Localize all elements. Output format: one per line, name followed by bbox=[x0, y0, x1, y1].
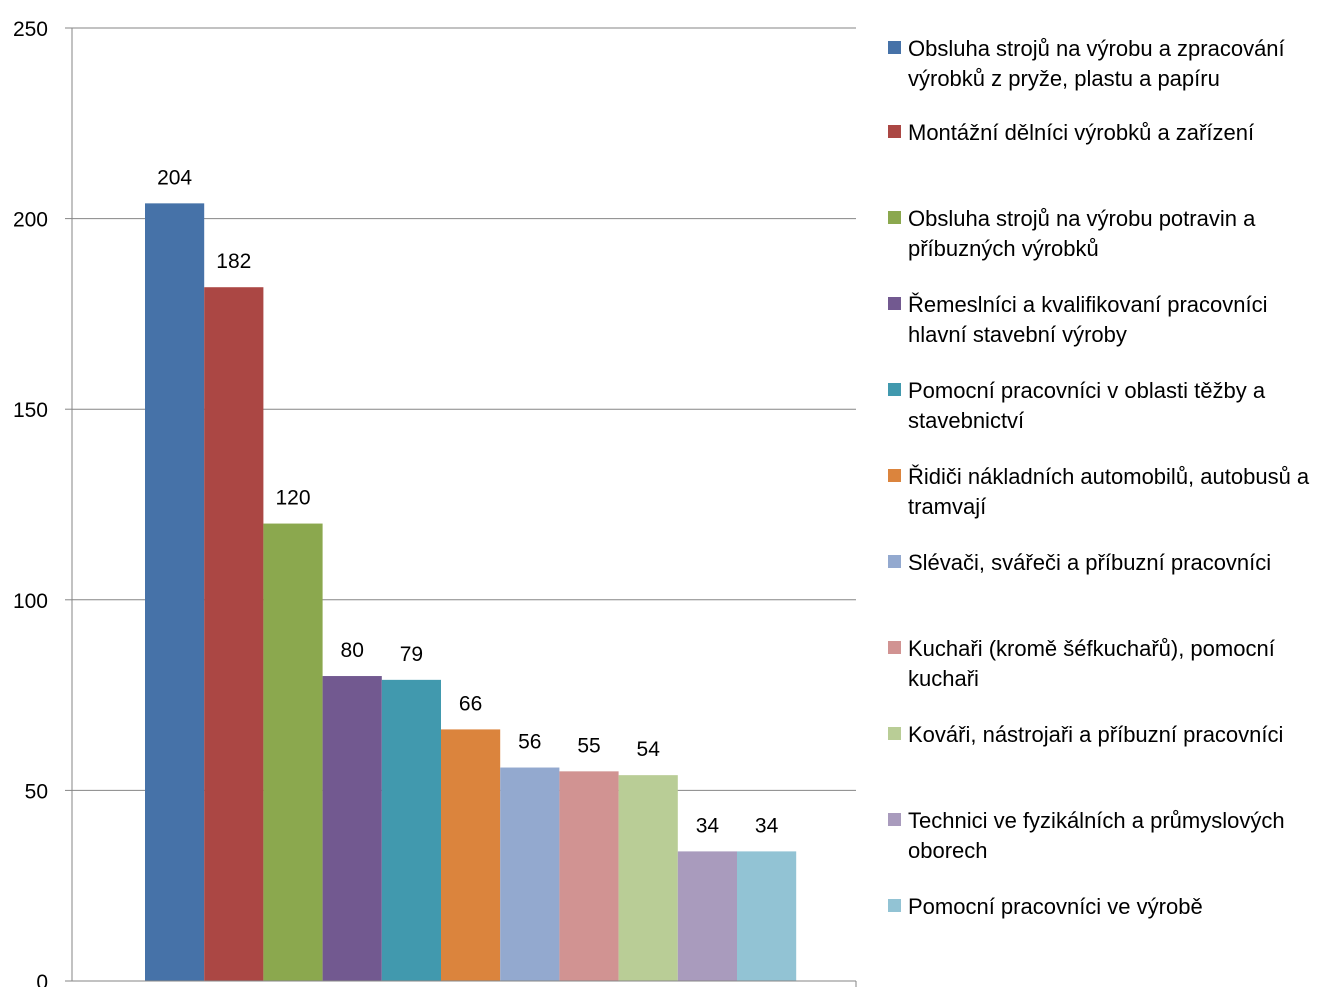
bar bbox=[737, 851, 797, 981]
legend-item: Řemeslníci a kvalifikovaní pracovníci hl… bbox=[888, 290, 1318, 350]
legend-label: Kuchaři (kromě šéfkuchařů), pomocní kuch… bbox=[908, 636, 1275, 691]
data-label: 55 bbox=[577, 734, 600, 757]
legend-label: Řidiči nákladních automobilů, autobusů a… bbox=[908, 464, 1310, 519]
legend-item: Kováři, nástrojaři a příbuzní pracovníci bbox=[888, 720, 1318, 750]
legend-swatch bbox=[888, 211, 901, 224]
legend-label: Obsluha strojů na výrobu potravin a příb… bbox=[908, 206, 1256, 261]
y-tick-label: 0 bbox=[36, 971, 48, 987]
legend-swatch bbox=[888, 469, 901, 482]
legend-item: Řidiči nákladních automobilů, autobusů a… bbox=[888, 462, 1318, 522]
legend-label: Slévači, svářeči a příbuzní pracovníci bbox=[908, 550, 1272, 575]
legend-swatch bbox=[888, 125, 901, 138]
bar bbox=[559, 771, 619, 981]
bar bbox=[677, 851, 737, 981]
legend-item: Pomocní pracovníci v oblasti těžby a sta… bbox=[888, 376, 1318, 436]
data-label: 34 bbox=[696, 814, 720, 837]
legend-item: Obsluha strojů na výrobu a zpracování vý… bbox=[888, 34, 1318, 94]
bar bbox=[441, 729, 501, 981]
legend-label: Pomocní pracovníci ve výrobě bbox=[908, 894, 1203, 919]
y-tick-label: 250 bbox=[13, 18, 48, 41]
data-label: 79 bbox=[400, 643, 423, 666]
y-tick-label: 150 bbox=[13, 399, 48, 422]
legend-item: Kuchaři (kromě šéfkuchařů), pomocní kuch… bbox=[888, 634, 1318, 694]
legend-label: Kováři, nástrojaři a příbuzní pracovníci bbox=[908, 722, 1284, 747]
bar bbox=[263, 523, 323, 981]
legend: Obsluha strojů na výrobu a zpracování vý… bbox=[888, 0, 1323, 987]
bar bbox=[145, 203, 205, 982]
data-label: 34 bbox=[755, 814, 779, 837]
legend-label: Technici ve fyzikálních a průmyslových o… bbox=[908, 808, 1285, 863]
legend-swatch bbox=[888, 727, 901, 740]
bar bbox=[618, 775, 678, 981]
legend-swatch bbox=[888, 899, 901, 912]
data-label: 204 bbox=[157, 166, 192, 189]
legend-item: Technici ve fyzikálních a průmyslových o… bbox=[888, 806, 1318, 866]
bar bbox=[500, 767, 560, 981]
legend-swatch bbox=[888, 813, 901, 826]
legend-label: Obsluha strojů na výrobu a zpracování vý… bbox=[908, 36, 1285, 91]
data-label: 66 bbox=[459, 692, 482, 715]
legend-swatch bbox=[888, 41, 901, 54]
legend-swatch bbox=[888, 555, 901, 568]
bar bbox=[322, 676, 382, 981]
legend-item: Pomocní pracovníci ve výrobě bbox=[888, 892, 1318, 922]
legend-swatch bbox=[888, 641, 901, 654]
legend-swatch bbox=[888, 383, 901, 396]
legend-label: Řemeslníci a kvalifikovaní pracovníci hl… bbox=[908, 292, 1268, 347]
bar bbox=[381, 679, 441, 981]
bar bbox=[204, 287, 264, 981]
legend-item: Montážní dělníci výrobků a zařízení bbox=[888, 118, 1318, 148]
legend-item: Slévači, svářeči a příbuzní pracovníci bbox=[888, 548, 1318, 578]
data-label: 54 bbox=[637, 738, 661, 761]
data-label: 120 bbox=[275, 487, 310, 510]
data-label: 182 bbox=[216, 250, 251, 273]
data-label: 56 bbox=[518, 731, 541, 754]
legend-item: Obsluha strojů na výrobu potravin a příb… bbox=[888, 204, 1318, 264]
legend-swatch bbox=[888, 297, 901, 310]
y-tick-label: 200 bbox=[13, 209, 48, 232]
y-tick-label: 100 bbox=[13, 590, 48, 613]
y-tick-label: 50 bbox=[25, 780, 48, 803]
legend-label: Montážní dělníci výrobků a zařízení bbox=[908, 120, 1255, 145]
legend-label: Pomocní pracovníci v oblasti těžby a sta… bbox=[908, 378, 1266, 433]
data-label: 80 bbox=[341, 639, 364, 662]
